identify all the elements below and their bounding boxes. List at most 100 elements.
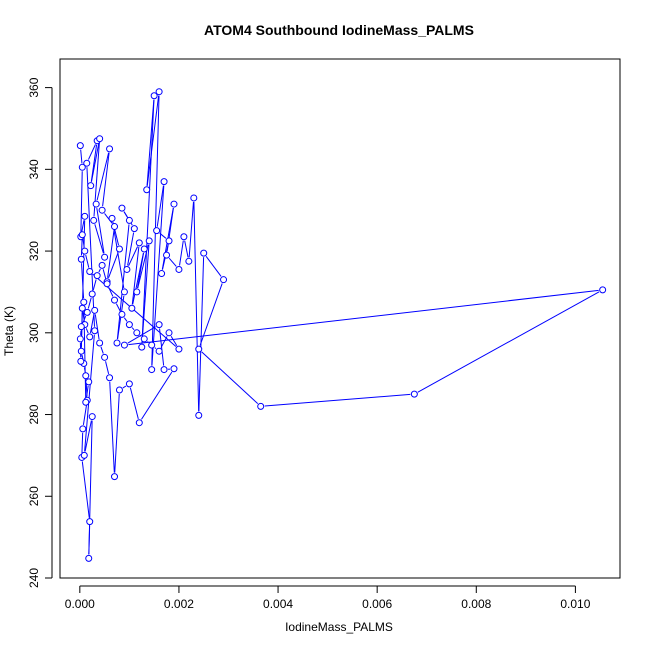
- series-line-segment: [166, 207, 174, 252]
- series-line-segment: [264, 393, 411, 407]
- data-point: [96, 135, 104, 143]
- y-axis-label: Theta (K): [2, 306, 16, 356]
- x-tick-label: 0.000: [65, 597, 95, 611]
- series-line-segment: [82, 238, 85, 248]
- data-point: [85, 554, 93, 562]
- series-line-segment: [199, 283, 223, 346]
- data-point: [83, 159, 91, 167]
- series-line-segment: [94, 314, 100, 340]
- data-point: [135, 419, 143, 427]
- data-point: [91, 327, 99, 335]
- data-point: [170, 200, 178, 208]
- series-line-segment: [114, 393, 120, 473]
- series-line-segment: [87, 297, 92, 309]
- data-point: [96, 339, 104, 347]
- data-point: [113, 339, 121, 347]
- data-point: [85, 378, 93, 386]
- data-point: [88, 413, 96, 421]
- series-line-segment: [417, 291, 600, 393]
- series-line-segment: [92, 279, 97, 291]
- series-line-segment: [100, 346, 104, 354]
- data-point: [140, 335, 148, 343]
- data-point: [155, 88, 163, 96]
- data-point: [82, 398, 90, 406]
- data-point: [103, 280, 111, 288]
- series-line-segment: [131, 246, 140, 305]
- series-line-segment: [80, 149, 83, 164]
- data-point: [77, 357, 85, 365]
- data-point: [78, 231, 86, 239]
- series-line-segment: [85, 254, 90, 268]
- series-line-segment: [98, 268, 101, 273]
- series-line-segment: [82, 404, 88, 425]
- data-point: [81, 247, 89, 255]
- x-tick-label: 0.006: [362, 597, 392, 611]
- series-segments: [79, 95, 600, 555]
- data-point: [140, 245, 148, 253]
- data-point: [153, 227, 161, 235]
- series-line-segment: [81, 432, 84, 454]
- data-point: [200, 249, 208, 257]
- data-point: [92, 200, 100, 208]
- y-tick-label: 360: [27, 77, 41, 97]
- series-line-segment: [84, 334, 95, 452]
- data-point: [115, 245, 123, 253]
- series-line-segment: [139, 334, 142, 337]
- series-line-segment: [115, 303, 121, 312]
- series-line-segment: [128, 289, 599, 346]
- series-line-segment: [146, 95, 160, 186]
- data-point: [123, 265, 131, 273]
- data-point: [220, 276, 228, 284]
- series-line-segment: [193, 201, 200, 412]
- data-point: [81, 212, 89, 220]
- series-line-segment: [156, 185, 164, 227]
- series-line-segment: [85, 328, 89, 334]
- series-line-segment: [90, 142, 100, 182]
- data-point: [165, 237, 173, 245]
- series-line-segment: [137, 252, 145, 289]
- data-point: [148, 366, 156, 374]
- data-point: [76, 335, 84, 343]
- data-point: [125, 216, 133, 224]
- series-line-segment: [146, 99, 155, 186]
- data-point: [135, 239, 143, 247]
- data-point: [77, 347, 85, 355]
- series-line-segment: [127, 326, 156, 344]
- series-line-segment: [123, 317, 128, 322]
- x-tick-label: 0.004: [263, 597, 293, 611]
- series-line-segment: [88, 420, 93, 555]
- series-line-segment: [128, 246, 139, 267]
- series-line-segment: [141, 99, 155, 344]
- data-point: [190, 194, 198, 202]
- data-point: [106, 145, 114, 153]
- data-point: [83, 308, 91, 316]
- series-line-segment: [104, 213, 113, 224]
- data-point: [80, 298, 88, 306]
- series-line-segment: [96, 207, 105, 254]
- data-point: [86, 518, 94, 526]
- series-line-segment: [184, 240, 189, 258]
- data-point: [158, 270, 166, 278]
- data-point: [90, 216, 98, 224]
- series-line-segment: [87, 144, 96, 160]
- series-line-segment: [81, 220, 85, 233]
- series-line-segment: [129, 387, 139, 419]
- data-point: [115, 386, 123, 394]
- data-point: [160, 178, 168, 186]
- series-line-segment: [159, 232, 167, 239]
- series-line-segment: [188, 201, 194, 258]
- data-point: [175, 265, 183, 273]
- data-point: [78, 163, 86, 171]
- data-point: [87, 182, 95, 190]
- series-line-segment: [122, 385, 127, 389]
- data-point: [108, 214, 116, 222]
- series-line-segment: [108, 252, 119, 279]
- data-point: [125, 321, 133, 329]
- data-point: [155, 321, 163, 329]
- series-line-segment: [80, 171, 83, 233]
- x-axis: 0.000 0.002 0.004 0.006 0.008 0.010: [65, 585, 591, 611]
- data-point: [133, 288, 141, 296]
- series-line-segment: [168, 257, 177, 267]
- data-point: [163, 251, 171, 259]
